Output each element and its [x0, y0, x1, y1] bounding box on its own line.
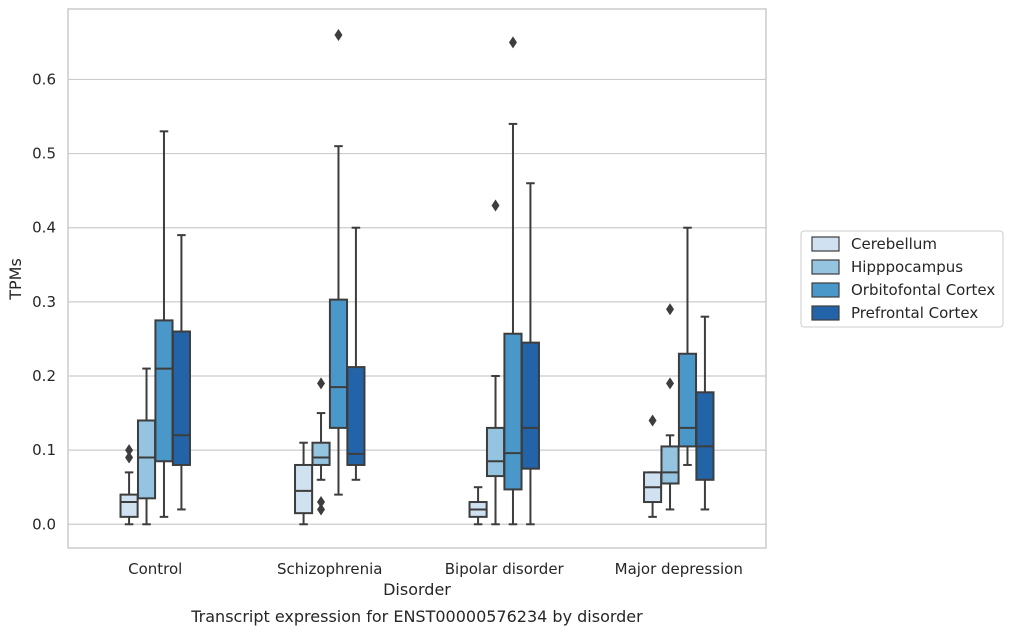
box: [294, 463, 314, 515]
chart-caption: Transcript expression for ENST0000057623…: [190, 607, 643, 626]
y-tick-label: 0.1: [32, 441, 56, 459]
box: [328, 298, 349, 429]
legend-frame: [800, 230, 1004, 328]
box: [171, 330, 191, 466]
x-tick-label: Major depression: [615, 560, 743, 578]
y-tick-label: 0.5: [32, 145, 56, 163]
outlier-point: [317, 496, 326, 509]
outlier-point: [491, 199, 500, 212]
legend-label: Hipppocampus: [851, 258, 963, 276]
outlier-point: [334, 28, 343, 41]
box: [119, 493, 139, 518]
outlier-point: [125, 444, 134, 457]
boxes-layer: [119, 28, 715, 526]
x-tick-label: Bipolar disorder: [445, 560, 565, 578]
box-group: [311, 377, 331, 516]
legend-swatch: [811, 305, 840, 321]
x-tick-label: Schizophrenia: [277, 560, 382, 578]
box-group: [119, 444, 139, 526]
outlier-point: [317, 503, 326, 516]
box-group: [660, 303, 680, 511]
box: [311, 441, 331, 466]
y-tick-label: 0.3: [32, 293, 56, 311]
box: [660, 445, 680, 485]
box: [695, 391, 715, 481]
box-group: [468, 486, 488, 526]
box: [677, 352, 698, 448]
outlier-point: [125, 451, 134, 464]
x-axis-label: Disorder: [383, 580, 451, 599]
y-tick-labels: 0.0 0.1 0.2 0.3 0.4 0.5 0.6: [32, 70, 56, 533]
box-group: [294, 441, 314, 526]
box-group: [154, 130, 174, 518]
box-group: [695, 315, 715, 511]
legend-label: Orbitofontal Cortex: [851, 281, 995, 299]
box-group: [643, 414, 663, 518]
outlier-point: [317, 377, 326, 390]
box-group: [328, 28, 349, 496]
box: [520, 341, 540, 470]
legend-label: Prefrontal Cortex: [851, 304, 978, 322]
outlier-point: [666, 303, 675, 316]
outlier-point: [508, 36, 517, 49]
plot-frame: [67, 8, 767, 549]
box: [346, 366, 366, 466]
y-tick-label: 0.4: [32, 219, 56, 237]
y-tick-label: 0.0: [32, 515, 56, 533]
legend: Cerebellum Hipppocampus Orbitofontal Corte…: [800, 230, 1004, 328]
box: [154, 319, 174, 463]
x-tick-label: Control: [128, 560, 182, 578]
y-axis-label: TPMs: [6, 258, 25, 301]
legend-swatch: [811, 259, 840, 275]
legend-swatch: [811, 282, 840, 298]
outlier-point: [648, 414, 657, 427]
legend-label: Cerebellum: [851, 235, 937, 253]
x-tick-labels: Control Schizophrenia Bipolar disorder Majo…: [128, 560, 743, 578]
y-tick-label: 0.6: [32, 70, 56, 88]
box-group: [136, 367, 157, 526]
outlier-point: [666, 377, 675, 390]
box-group: [485, 199, 506, 526]
y-tick-label: 0.2: [32, 367, 56, 385]
box-group: [346, 226, 366, 481]
legend-swatch: [811, 236, 840, 252]
box-group: [503, 36, 523, 526]
box-group: [171, 234, 191, 511]
box: [503, 332, 523, 491]
box: [485, 426, 506, 478]
box: [136, 419, 157, 500]
box-group: [520, 182, 540, 526]
box-group: [677, 226, 698, 466]
